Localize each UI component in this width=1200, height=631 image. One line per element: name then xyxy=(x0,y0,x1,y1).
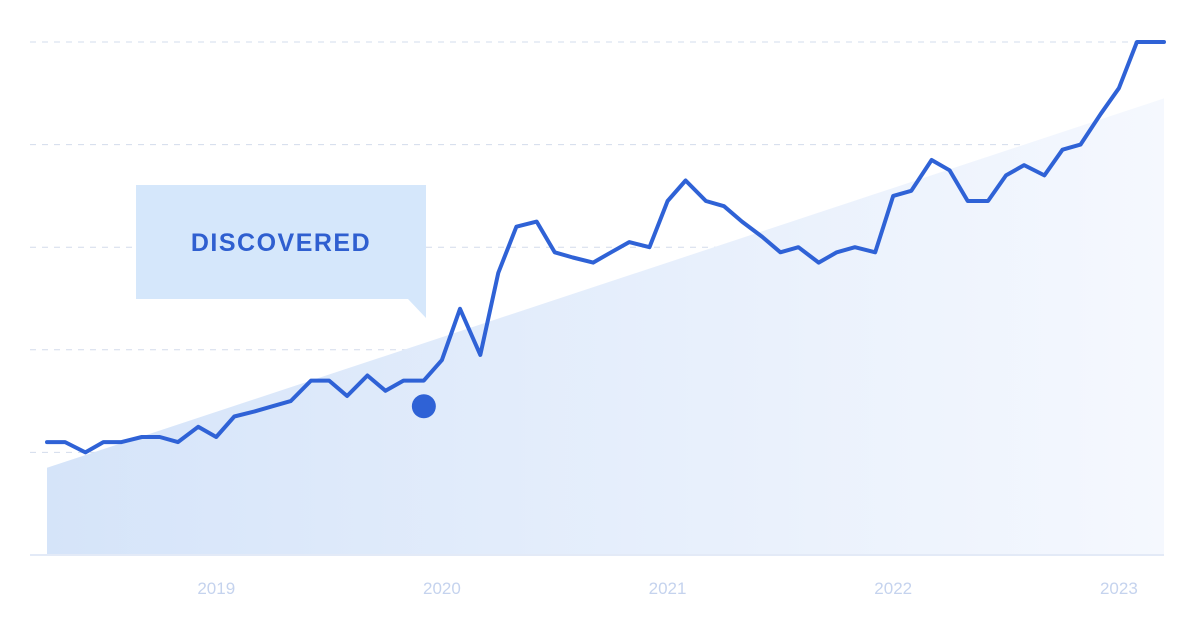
x-tick-label-2023: 2023 xyxy=(1100,579,1138,598)
trend-area xyxy=(47,98,1164,556)
discovered-marker xyxy=(411,394,436,419)
discovered-callout: DISCOVERED xyxy=(136,185,426,318)
x-axis-ticks: 2019 2020 2021 2022 2023 xyxy=(197,579,1137,598)
x-tick-label-2019: 2019 xyxy=(197,579,235,598)
x-tick-label-2020: 2020 xyxy=(423,579,461,598)
x-tick-label-2021: 2021 xyxy=(649,579,687,598)
callout-box xyxy=(136,185,426,318)
x-tick-label-2022: 2022 xyxy=(874,579,912,598)
series-line xyxy=(45,40,1166,455)
callout-label: DISCOVERED xyxy=(191,229,371,257)
